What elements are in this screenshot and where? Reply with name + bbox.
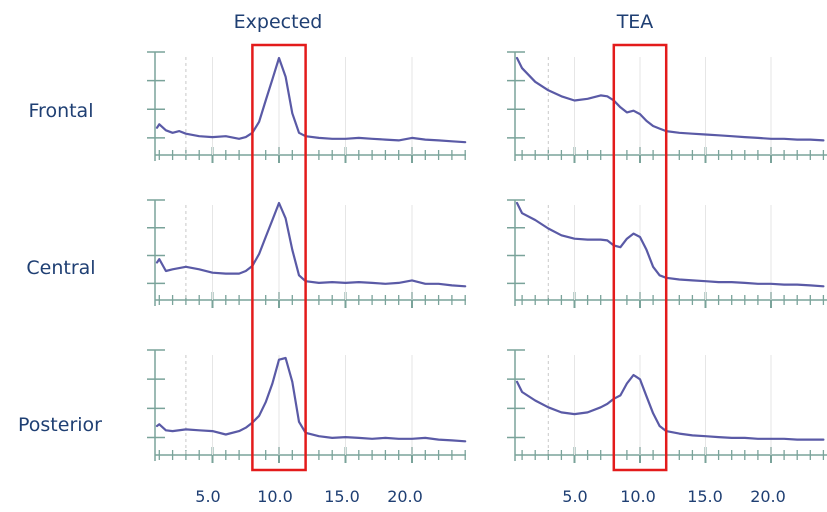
panel-posterior-expected	[147, 349, 467, 463]
panel-central-expected	[147, 199, 467, 308]
highlight-box-expected	[251, 43, 307, 472]
x-tick-label-5: 5.0	[195, 487, 220, 506]
row-label-posterior: Posterior	[18, 414, 102, 436]
series-line	[155, 201, 467, 288]
panels	[147, 51, 827, 463]
x-tick-label-10: 10.0	[257, 487, 293, 506]
series-line	[515, 56, 825, 142]
x-tick-label-20: 20.0	[750, 487, 786, 506]
column-title-tea: TEA	[616, 11, 654, 33]
series-line	[155, 56, 467, 144]
x-tick-label-10: 10.0	[620, 487, 656, 506]
x-tick-label-20: 20.0	[387, 487, 423, 506]
panel-posterior-tea	[507, 349, 827, 463]
panel-frontal-expected	[147, 51, 467, 163]
highlight-box-tea	[612, 43, 668, 472]
column-title-expected: Expected	[234, 11, 323, 33]
x-tick-label-15: 15.0	[324, 487, 360, 506]
panel-frontal-tea	[507, 51, 827, 163]
series-line	[515, 373, 825, 441]
x-tick-label-5: 5.0	[562, 487, 587, 506]
series-line	[155, 356, 467, 443]
x-tick-label-15: 15.0	[687, 487, 723, 506]
row-label-frontal: Frontal	[29, 100, 94, 122]
highlight-boxes	[251, 43, 668, 472]
row-label-central: Central	[26, 257, 95, 279]
series-line	[515, 201, 825, 288]
